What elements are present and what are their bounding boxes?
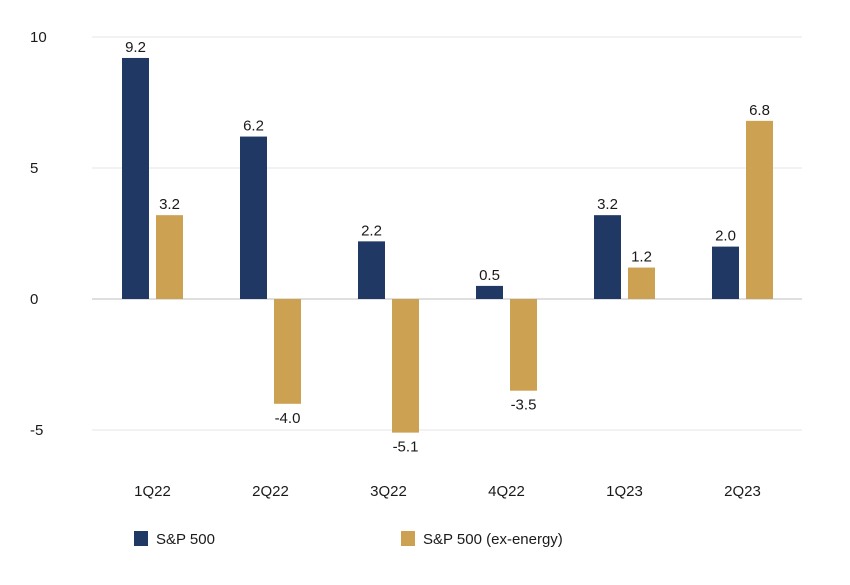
y-tick-label: -5 xyxy=(30,422,43,439)
legend-label-sp500-ex-energy: S&P 500 (ex-energy) xyxy=(423,531,563,548)
y-tick-label: 10 xyxy=(30,29,47,46)
data-label: 3.2 xyxy=(159,196,180,213)
legend: S&P 500 S&P 500 (ex-energy) xyxy=(134,531,563,548)
bar-sp500-ex-energy-2Q23 xyxy=(746,120,773,299)
bar-sp500-3Q22 xyxy=(358,241,385,299)
data-label: 9.2 xyxy=(125,39,146,56)
data-label: 2.0 xyxy=(715,228,736,245)
data-label: -5.1 xyxy=(393,439,419,456)
legend-swatch-sp500-ex-energy xyxy=(401,531,415,546)
y-tick-label: 5 xyxy=(30,160,38,177)
x-category-label: 1Q22 xyxy=(134,483,171,500)
bar-sp500-ex-energy-1Q22 xyxy=(156,215,183,299)
x-category-label: 1Q23 xyxy=(606,483,643,500)
bar-sp500-ex-energy-2Q22 xyxy=(274,299,301,404)
x-category-label: 2Q23 xyxy=(724,483,761,500)
data-labels: 9.2 3.2 6.2 -4.0 2.2 -5.1 0.5 -3.5 3.2 1.2 2.0 6.8 xyxy=(125,39,770,456)
bar-sp500-ex-energy-4Q22 xyxy=(510,299,537,391)
data-label: -3.5 xyxy=(511,397,537,414)
data-label: 2.2 xyxy=(361,222,382,239)
legend-label-sp500: S&P 500 xyxy=(156,531,215,548)
y-axis-ticks: 10 5 0 -5 xyxy=(30,29,47,439)
bar-sp500-2Q23 xyxy=(712,246,739,299)
x-category-label: 2Q22 xyxy=(252,483,289,500)
bar-sp500-ex-energy-1Q23 xyxy=(628,267,655,299)
bar-sp500-1Q22 xyxy=(122,57,149,300)
bar-sp500-ex-energy-3Q22 xyxy=(392,299,419,433)
data-label: 1.2 xyxy=(631,249,652,266)
gridlines xyxy=(92,36,802,431)
y-tick-label: 0 xyxy=(30,291,38,308)
legend-swatch-sp500 xyxy=(134,531,148,546)
bar-sp500-1Q23 xyxy=(594,215,621,299)
data-label: 3.2 xyxy=(597,196,618,213)
data-label: 6.8 xyxy=(749,102,770,119)
x-category-label: 4Q22 xyxy=(488,483,525,500)
x-axis-categories: 1Q22 2Q22 3Q22 4Q22 1Q23 2Q23 xyxy=(134,483,761,500)
data-label: 0.5 xyxy=(479,267,500,284)
bar-sp500-4Q22 xyxy=(476,285,503,299)
bar-sp500-2Q22 xyxy=(240,136,267,299)
data-label: -4.0 xyxy=(275,410,301,427)
bars xyxy=(122,57,773,433)
x-category-label: 3Q22 xyxy=(370,483,407,500)
data-label: 6.2 xyxy=(243,118,264,135)
